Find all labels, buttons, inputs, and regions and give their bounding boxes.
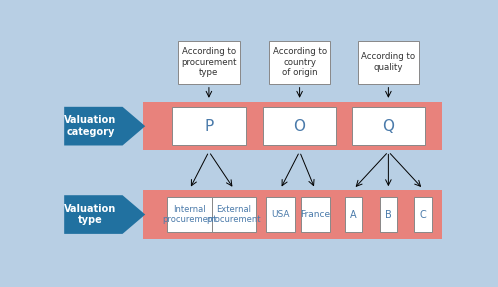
Text: External
procurement: External procurement xyxy=(207,205,261,224)
FancyBboxPatch shape xyxy=(263,107,336,145)
Text: A: A xyxy=(350,210,357,220)
FancyBboxPatch shape xyxy=(178,40,240,84)
FancyBboxPatch shape xyxy=(143,190,442,239)
Text: According to
country
of origin: According to country of origin xyxy=(272,47,327,77)
Text: O: O xyxy=(294,119,306,134)
Text: Q: Q xyxy=(382,119,394,134)
Polygon shape xyxy=(64,107,145,146)
FancyBboxPatch shape xyxy=(414,197,432,232)
FancyBboxPatch shape xyxy=(266,197,295,232)
FancyBboxPatch shape xyxy=(301,197,330,232)
Text: According to
quality: According to quality xyxy=(362,52,415,72)
Text: B: B xyxy=(385,210,392,220)
Text: According to
procurement
type: According to procurement type xyxy=(181,47,237,77)
FancyBboxPatch shape xyxy=(167,197,212,232)
Text: Internal
procurement: Internal procurement xyxy=(162,205,217,224)
FancyBboxPatch shape xyxy=(358,40,419,84)
FancyBboxPatch shape xyxy=(143,102,442,150)
FancyBboxPatch shape xyxy=(212,197,256,232)
FancyBboxPatch shape xyxy=(269,40,331,84)
FancyBboxPatch shape xyxy=(345,197,363,232)
Text: P: P xyxy=(204,119,214,134)
Text: France: France xyxy=(300,210,330,219)
Polygon shape xyxy=(64,195,145,234)
Text: Valuation
category: Valuation category xyxy=(64,115,117,137)
FancyBboxPatch shape xyxy=(379,197,397,232)
Text: USA: USA xyxy=(271,210,289,219)
FancyBboxPatch shape xyxy=(172,107,246,145)
Text: C: C xyxy=(420,210,426,220)
Text: Valuation
type: Valuation type xyxy=(64,204,117,225)
FancyBboxPatch shape xyxy=(352,107,425,145)
